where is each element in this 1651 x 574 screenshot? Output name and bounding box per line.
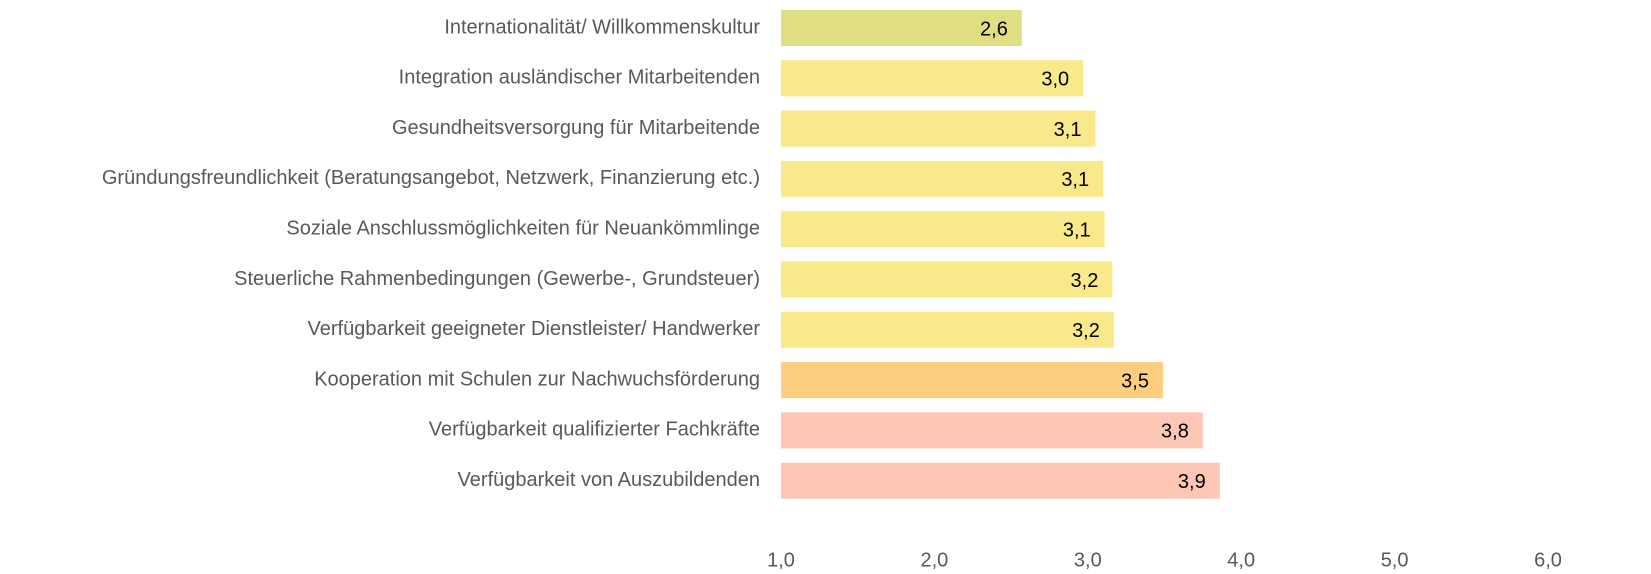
- value-label: 3,1: [1063, 219, 1091, 241]
- bar: [781, 211, 1105, 248]
- bar: [781, 261, 1113, 298]
- value-label: 3,9: [1178, 471, 1206, 493]
- bar: [781, 110, 1096, 147]
- bar: [781, 60, 1084, 97]
- category-label: Gesundheitsversorgung für Mitarbeitende: [392, 117, 760, 139]
- x-tick-label: 4,0: [1227, 549, 1255, 571]
- bar: [781, 311, 1114, 348]
- category-label: Verfügbarkeit geeigneter Dienstleister/ …: [308, 318, 761, 340]
- x-tick-label: 2,0: [920, 549, 948, 571]
- category-label: Internationalität/ Willkommenskultur: [444, 16, 760, 38]
- category-label: Verfügbarkeit von Auszubildenden: [458, 469, 760, 491]
- bar: [781, 362, 1163, 399]
- category-label: Soziale Anschlussmöglichkeiten für Neuan…: [286, 217, 760, 239]
- value-label: 2,6: [980, 18, 1008, 40]
- category-label: Kooperation mit Schulen zur Nachwuchsför…: [314, 368, 760, 390]
- category-label: Verfügbarkeit qualifizierter Fachkräfte: [429, 419, 760, 441]
- x-tick-label: 3,0: [1074, 549, 1102, 571]
- value-label: 3,1: [1054, 119, 1082, 141]
- value-label: 3,0: [1041, 69, 1069, 91]
- value-label: 3,8: [1161, 421, 1189, 443]
- x-tick-label: 5,0: [1381, 549, 1409, 571]
- bar: [781, 10, 1022, 46]
- x-tick-label: 6,0: [1534, 549, 1562, 571]
- bar: [781, 462, 1220, 499]
- value-label: 3,1: [1061, 169, 1089, 191]
- x-tick-label: 1,0: [767, 549, 795, 571]
- category-label: Steuerliche Rahmenbedingungen (Gewerbe-,…: [234, 268, 760, 290]
- value-label: 3,5: [1121, 370, 1149, 392]
- value-label: 3,2: [1072, 320, 1100, 342]
- bar: [781, 412, 1203, 449]
- value-label: 3,2: [1071, 270, 1099, 292]
- category-label: Gründungsfreundlichkeit (Beratungsangebo…: [102, 167, 760, 189]
- bar: [781, 160, 1104, 197]
- category-label: Integration ausländischer Mitarbeitenden: [399, 67, 760, 89]
